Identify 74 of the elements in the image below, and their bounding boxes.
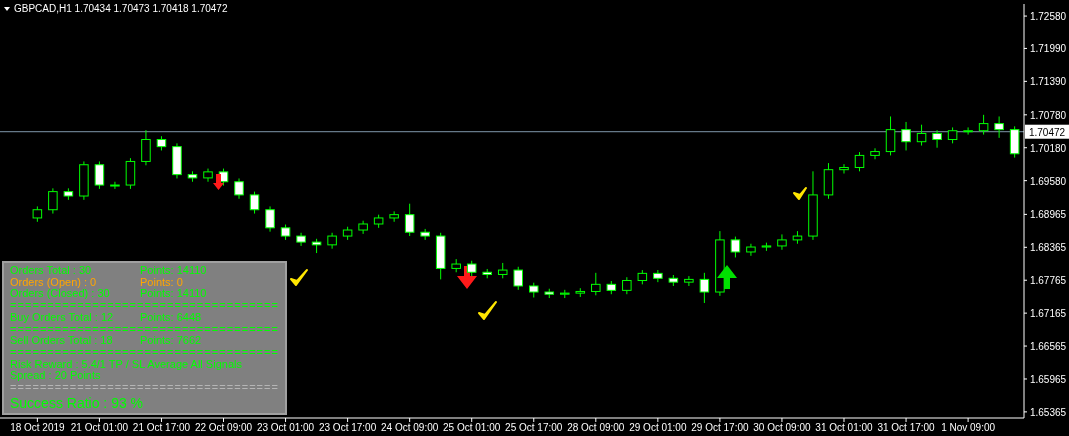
x-tick-label: 23 Oct 01:00	[256, 422, 315, 433]
candlestick	[901, 121, 911, 151]
y-tick-label: 1.68365	[1029, 242, 1067, 254]
candlestick	[994, 115, 1004, 139]
x-tick-label: 24 Oct 09:00	[381, 422, 439, 433]
candlestick	[265, 205, 275, 233]
chart-title: GBPCAD,H1 1.70434 1.70473 1.70418 1.70472	[14, 3, 228, 14]
annotation: Risk Reward : 5.4/1 TP / SL Average All Signals	[10, 357, 243, 370]
candlestick	[141, 129, 151, 166]
candlestick	[870, 147, 880, 160]
candlestick	[653, 269, 663, 283]
x-tick-label: 21 Oct 17:00	[132, 422, 191, 433]
y-tick-label: 1.70780	[1029, 109, 1067, 121]
annotation: Points: 0	[140, 275, 183, 288]
y-tick-label: 1.72580	[1029, 11, 1067, 23]
candlestick	[404, 203, 415, 237]
annotation: Buy Orders Total : 12	[10, 310, 114, 323]
candlestick	[389, 210, 399, 223]
y-tick-label: 1.65365	[1029, 406, 1067, 418]
x-tick-label: 30 Oct 09:00	[753, 422, 812, 433]
annotation: Spread : 20 Points	[10, 369, 101, 382]
y-tick-label: 1.67165	[1029, 308, 1067, 320]
candlestick	[48, 187, 58, 215]
annotation: Points: 14110	[140, 287, 207, 300]
annotation: Orders (Open) : 0	[10, 275, 97, 288]
annotation: Points: 6448	[140, 310, 202, 323]
candlestick	[885, 115, 896, 156]
y-tick-label: 1.68965	[1029, 209, 1067, 221]
x-tick-label: 21 Oct 01:00	[70, 422, 129, 433]
annotation: Points: 14110	[140, 264, 207, 276]
candlestick	[978, 114, 989, 136]
candlestick	[854, 151, 865, 172]
candlestick	[730, 236, 741, 258]
annotation: Sell Orders Total : 18	[10, 334, 113, 347]
candlestick	[684, 275, 694, 287]
annotation: ====================================	[10, 381, 278, 393]
candlestick	[249, 191, 260, 215]
y-tick-label: 1.67765	[1029, 275, 1067, 287]
annotation: ====================================	[10, 322, 278, 335]
ref-line-label: 1.70472	[1028, 126, 1066, 138]
y-tick-label: 1.69580	[1029, 175, 1067, 187]
annotation: ====================================	[10, 345, 278, 358]
candlestick	[916, 124, 927, 147]
y-tick-label: 1.70180	[1029, 142, 1067, 154]
x-tick-label: 28 Oct 09:00	[567, 422, 625, 433]
candlestick	[932, 129, 942, 149]
x-tick-label: 25 Oct 01:00	[443, 422, 501, 433]
candlestick	[591, 272, 601, 296]
x-tick-label: 1 Nov 09:00	[941, 422, 996, 433]
candlestick	[234, 177, 244, 200]
annotation: ====================================	[10, 299, 278, 312]
x-tick-label: 31 Oct 01:00	[815, 422, 874, 433]
x-tick-label: 29 Oct 01:00	[629, 422, 687, 433]
y-tick-label: 1.66565	[1029, 341, 1067, 353]
y-tick-label: 1.71990	[1029, 43, 1067, 55]
candlestick	[777, 233, 787, 251]
candlestick	[94, 160, 105, 190]
y-tick-label: 1.71390	[1029, 76, 1067, 88]
x-tick-label: 29 Oct 17:00	[691, 422, 749, 433]
candlestick	[699, 272, 710, 304]
annotation: Orders (Closed) : 30	[10, 287, 110, 300]
annotation: Orders Total : 30	[10, 264, 92, 276]
x-tick-label: 25 Oct 17:00	[505, 422, 563, 433]
x-tick-label: 22 Oct 09:00	[194, 422, 253, 433]
candlestick	[513, 266, 524, 291]
y-tick-label: 1.65965	[1029, 373, 1067, 385]
x-tick-label: 23 Oct 17:00	[318, 422, 377, 433]
candlestick	[963, 126, 973, 136]
x-tick-label: 18 Oct 2019	[10, 422, 66, 433]
x-tick-label: 31 Oct 17:00	[877, 422, 936, 433]
candlestick	[125, 157, 136, 190]
candlestick	[839, 163, 849, 175]
annotation: Points: 7662	[140, 334, 202, 347]
annotation: Success Ratio : 93 %	[10, 395, 144, 411]
